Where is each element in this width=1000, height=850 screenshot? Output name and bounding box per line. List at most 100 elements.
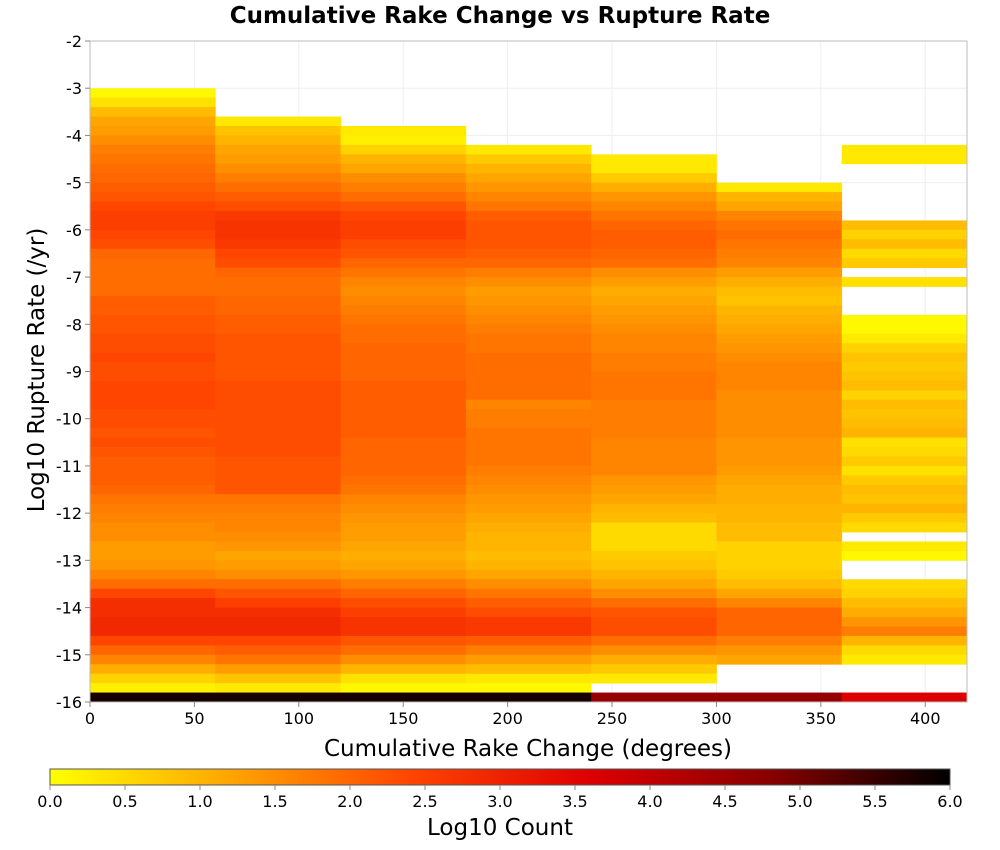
heatmap-cell [90,465,216,476]
heatmap-cell [591,664,717,675]
heatmap-cell [90,550,216,561]
heatmap-cell [465,437,592,448]
colorbar-tick-label: 4.0 [637,792,662,811]
heatmap-cell [591,626,717,637]
heatmap-cells [90,88,968,703]
heatmap-cell [215,645,341,656]
heatmap-cell [465,428,592,438]
heatmap-cell [465,210,592,221]
heatmap-cell [215,144,341,155]
heatmap-cell [591,314,717,325]
colorbar-tick-label: 3.5 [562,792,587,811]
heatmap-cell [90,125,216,136]
heatmap-cell [591,560,717,571]
heatmap-cell [340,173,467,184]
heatmap-cell [841,484,968,495]
heatmap-cell [340,324,467,335]
heatmap-cell [591,532,717,542]
colorbar [49,768,951,786]
heatmap-cell [465,456,592,467]
heatmap-cell [591,607,717,618]
heatmap-cell [591,645,717,656]
heatmap-cell [340,239,467,250]
heatmap-cell [716,626,843,637]
heatmap-cell [215,588,341,599]
heatmap-cell [841,447,968,457]
heatmap-cell [340,484,467,495]
heatmap-cell [841,362,968,372]
heatmap-cell [90,210,216,221]
heatmap-cell [340,503,467,514]
heatmap-cell [215,437,341,448]
heatmap-cell [90,522,216,533]
heatmap-cell [716,550,843,561]
heatmap-cell [841,522,968,533]
heatmap-cell [591,418,717,429]
heatmap-cell [716,314,843,325]
heatmap-cell [716,541,843,552]
heatmap-cell [340,447,467,457]
heatmap-cell [90,371,216,382]
heatmap-cell [591,484,717,495]
heatmap-cell [465,465,592,476]
heatmap-cell [716,192,843,202]
heatmap-cell [340,579,467,590]
heatmap-cell [841,399,968,410]
heatmap-cell [340,617,467,627]
heatmap-cell [591,409,717,420]
heatmap-cell [716,399,843,410]
heatmap-cell [340,399,467,410]
heatmap-cell [465,673,592,684]
heatmap-cell [215,579,341,590]
heatmap-cell [215,362,341,372]
y-tick-label: -13 [56,551,82,570]
heatmap-cell [716,229,843,240]
heatmap-cell [716,333,843,344]
heatmap-cell [340,437,467,448]
colorbar-tick-label: 4.5 [712,792,737,811]
heatmap-cell [716,343,843,354]
heatmap-cell [340,560,467,571]
heatmap-cell [465,286,592,297]
heatmap-cell [465,541,592,552]
colorbar-tick-label: 2.0 [337,792,362,811]
heatmap-cell [340,645,467,656]
heatmap-cell [465,371,592,382]
y-tick-label: -12 [56,504,82,523]
heatmap-cell [465,220,592,231]
heatmap-cell [215,380,341,391]
heatmap-cell [90,343,216,354]
y-tick-label: -6 [66,221,82,240]
heatmap-cell [591,550,717,561]
heatmap-cell [90,503,216,514]
heatmap-cell [340,550,467,561]
heatmap-cell [215,286,341,297]
heatmap-cell [841,645,968,656]
x-tick-label: 400 [910,709,941,728]
y-tick-label: -5 [66,174,82,193]
heatmap-cell [716,371,843,382]
heatmap-cell [716,692,843,703]
chart-title: Cumulative Rake Change vs Rupture Rate [230,3,771,29]
heatmap-cell [716,352,843,363]
heatmap-cell [465,494,592,505]
heatmap-cell [215,635,341,646]
heatmap-cell [340,258,467,269]
heatmap-cell [841,144,968,155]
heatmap-cell [465,513,592,523]
heatmap-cell [215,201,341,212]
heatmap-cell [340,125,467,136]
heatmap-cell [716,362,843,372]
heatmap-cell [465,588,592,599]
heatmap-cell [716,513,843,523]
heatmap-cell [465,305,592,316]
heatmap-cell [841,352,968,363]
x-tick-label: 100 [284,709,315,728]
heatmap-cell [215,664,341,675]
x-tick-label: 0 [85,709,95,728]
heatmap-cell [90,607,216,618]
heatmap-cell [215,484,341,495]
heatmap-cell [215,654,341,665]
heatmap-cell [465,475,592,486]
y-tick-label: -7 [66,268,82,287]
